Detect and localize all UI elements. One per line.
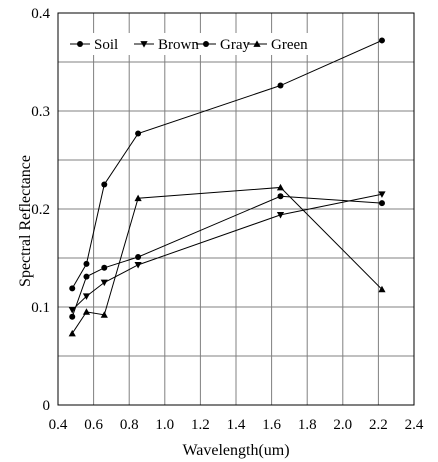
legend-marker-brown [140, 41, 148, 48]
data-point-green [378, 285, 386, 293]
series-green [68, 183, 386, 337]
y-tick-label: 0.4 [31, 6, 50, 22]
grid [57, 12, 415, 406]
y-tick-label: 0.1 [31, 300, 50, 316]
x-tick-label: 2.4 [405, 417, 424, 433]
plot-frame [57, 12, 415, 406]
x-tick-label: 1.8 [298, 417, 317, 433]
x-tick-label: 1.2 [191, 417, 210, 433]
legend-label-brown: Brown [158, 37, 199, 53]
series-line-green [71, 186, 383, 334]
data-point-soil [101, 181, 108, 188]
data-point-gray [135, 254, 142, 261]
legend-marker-gray [203, 41, 209, 47]
x-tick-label: 1.6 [262, 417, 281, 433]
series-line-brown [71, 193, 383, 311]
y-tick-label: 0.3 [31, 104, 50, 120]
data-point-green [68, 329, 76, 337]
data-point-gray [101, 264, 108, 271]
x-axis-ticks: 0.4 0.6 0.8 1.0 1.2 1.4 1.6 1.8 2.0 2.2 2.4 [49, 417, 424, 433]
data-point-brown [378, 191, 386, 198]
x-tick-label: 2.0 [333, 417, 352, 433]
legend-label-green: Green [271, 37, 308, 53]
y-tick-label: 0.2 [31, 202, 50, 218]
x-tick-label: 0.6 [84, 417, 103, 433]
data-point-brown [68, 307, 76, 314]
y-axis-title: Spectral Reflectance [17, 155, 34, 287]
series-line-soil [71, 39, 383, 289]
data-point-brown [134, 261, 142, 269]
series-line-gray [71, 195, 382, 317]
legend-label-gray: Gray [220, 37, 250, 53]
legend-marker-green [253, 40, 261, 47]
data-point-soil [378, 37, 385, 44]
x-tick-label: 1.4 [227, 417, 246, 433]
legend-item-green: Green [247, 37, 308, 53]
legend-item-soil: Soil [70, 37, 118, 53]
data-point-green [134, 194, 142, 202]
data-point-soil [83, 260, 90, 267]
y-axis-ticks: 0 0.1 0.2 0.3 0.4 [31, 6, 50, 414]
y-tick-label: 0 [43, 398, 51, 414]
data-point-soil [135, 130, 142, 137]
data-point-green [100, 311, 108, 318]
data-point-green [276, 183, 285, 191]
legend: Soil Brown Gray Green [66, 33, 328, 55]
data-point-brown [276, 212, 285, 219]
data-point-gray [83, 273, 90, 280]
data-point-gray [277, 193, 284, 200]
legend-marker-soil [77, 41, 83, 47]
data-point-soil [69, 285, 76, 292]
legend-label-soil: Soil [94, 37, 118, 53]
data-point-brown [100, 279, 108, 287]
x-tick-label: 1.0 [155, 417, 174, 433]
legend-item-gray: Gray [196, 37, 250, 53]
data-point-gray [378, 200, 385, 207]
series-soil [69, 37, 385, 292]
x-tick-label: 0.4 [49, 417, 68, 433]
series-gray [69, 193, 385, 320]
x-axis-title: Wavelength(um) [182, 442, 289, 459]
x-tick-label: 2.2 [369, 417, 388, 433]
series-layer [68, 37, 386, 337]
data-point-gray [69, 313, 76, 320]
data-point-brown [82, 293, 91, 300]
legend-item-brown: Brown [134, 37, 199, 53]
series-brown [68, 191, 386, 314]
x-tick-label: 0.8 [120, 417, 139, 433]
data-point-green [82, 308, 91, 315]
data-point-soil [277, 82, 284, 89]
